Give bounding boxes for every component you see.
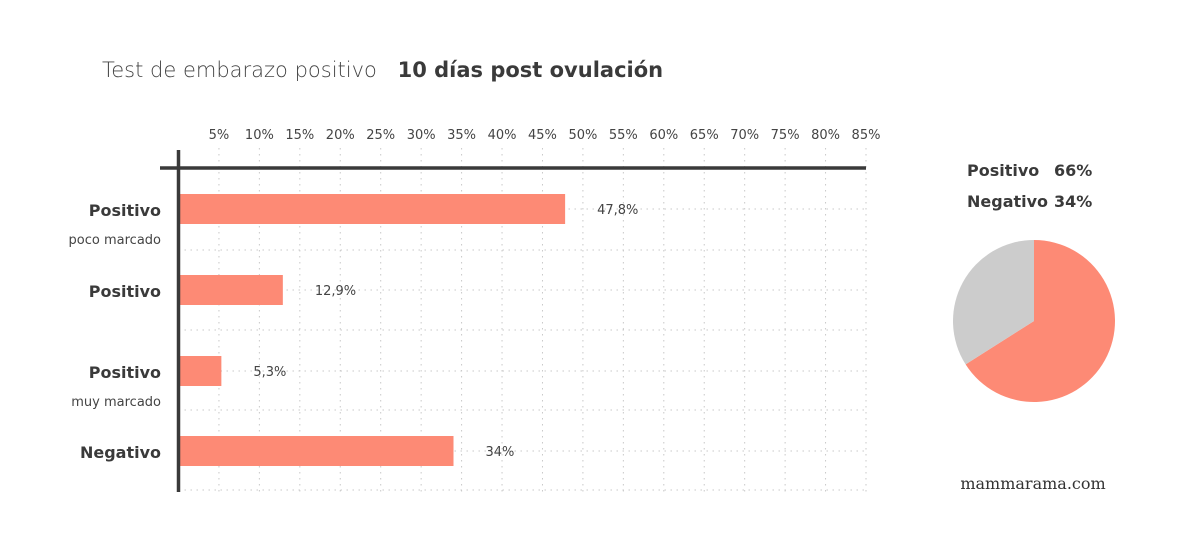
x-tick-label: 40% bbox=[488, 128, 517, 143]
x-tick-label: 70% bbox=[730, 128, 759, 143]
pie-slice-negativo bbox=[953, 240, 1034, 365]
bar-value-label: 12,9% bbox=[315, 284, 356, 299]
x-tick-label: 55% bbox=[609, 128, 638, 143]
legend-name: Negativo bbox=[967, 192, 1048, 211]
x-tick-label: 60% bbox=[649, 128, 678, 143]
pie-chart bbox=[953, 240, 1115, 403]
pie-legend: Positivo 66% Negativo 34% bbox=[967, 161, 1092, 211]
brand-watermark: mammarama.com bbox=[960, 474, 1105, 493]
category-sublabel: muy marcado bbox=[71, 395, 161, 410]
x-tick-label: 35% bbox=[447, 128, 476, 143]
x-tick-label: 10% bbox=[245, 128, 274, 143]
x-tick-label: 50% bbox=[568, 128, 597, 143]
bar bbox=[178, 194, 566, 224]
bars: 47,8% 12,9% 5,3% 34% bbox=[178, 194, 638, 466]
bar-value-label: 5,3% bbox=[253, 365, 286, 380]
x-tick-label: 20% bbox=[326, 128, 355, 143]
axes bbox=[160, 150, 866, 492]
x-tick-label: 85% bbox=[852, 128, 881, 143]
category-labels: Positivo poco marcado Positivo Positivo muy … bbox=[69, 201, 161, 462]
legend-value: 34% bbox=[1054, 192, 1092, 211]
chart-title: Test de embarazo positivo 10 días post o… bbox=[102, 58, 663, 82]
category-label: Positivo bbox=[89, 201, 161, 220]
x-ticks: 5% 10% 15% 20% 25% 30% 35% 40% 45% 50% 55% 60% 65% 70… bbox=[209, 128, 881, 143]
bar bbox=[178, 436, 454, 466]
category-sublabel: poco marcado bbox=[69, 233, 161, 248]
bar bbox=[178, 275, 283, 305]
category-label: Positivo bbox=[89, 363, 161, 382]
category-label: Positivo bbox=[89, 282, 161, 301]
legend-value: 66% bbox=[1054, 161, 1092, 180]
pie-slice-positivo bbox=[965, 240, 1115, 403]
bar bbox=[178, 356, 222, 386]
legend-name: Positivo bbox=[967, 161, 1039, 180]
title-main: Test de embarazo positivo bbox=[102, 58, 377, 82]
x-tick-label: 65% bbox=[690, 128, 719, 143]
x-tick-label: 75% bbox=[771, 128, 800, 143]
bar-value-label: 47,8% bbox=[597, 203, 638, 218]
x-tick-label: 80% bbox=[811, 128, 840, 143]
x-tick-label: 25% bbox=[366, 128, 395, 143]
category-label: Negativo bbox=[80, 443, 161, 462]
x-tick-label: 45% bbox=[528, 128, 557, 143]
x-tick-label: 15% bbox=[285, 128, 314, 143]
title-highlight: 10 días post ovulación bbox=[397, 58, 664, 82]
x-tick-label: 5% bbox=[209, 128, 230, 143]
bar-value-label: 34% bbox=[486, 445, 515, 460]
x-tick-label: 30% bbox=[407, 128, 436, 143]
